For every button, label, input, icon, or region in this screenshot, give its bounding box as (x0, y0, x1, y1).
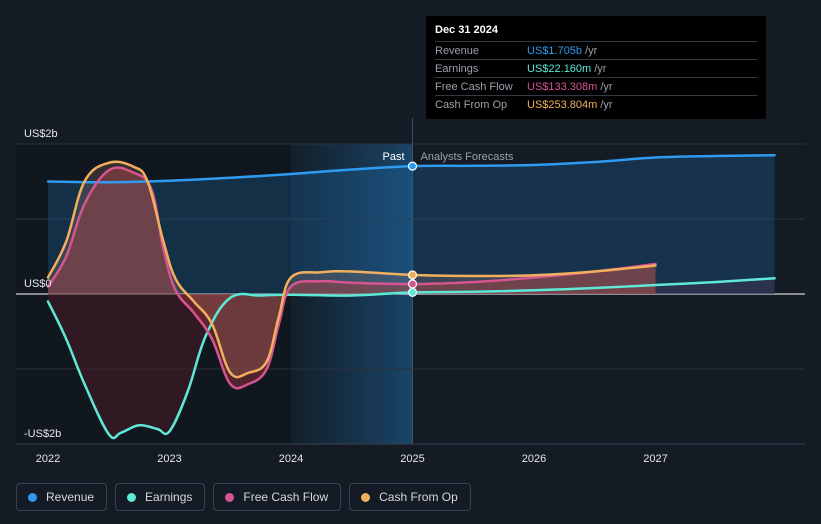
legend-item-revenue[interactable]: Revenue (16, 483, 108, 511)
tooltip-rows: Revenue US$1.705b/yr Earnings US$22.160m/yr… (435, 41, 757, 113)
legend-dot-icon (127, 492, 137, 502)
line-earnings (46, 277, 776, 440)
legend-label: Free Cash Flow (243, 490, 329, 504)
x-tick-label: 2027 (643, 453, 667, 465)
legend-label: Revenue (46, 490, 95, 504)
tooltip-row-unit: /yr (600, 98, 613, 111)
legend-dot-icon (361, 492, 371, 502)
line-free-cash-flow (46, 166, 657, 390)
area-revenue (48, 155, 775, 294)
tooltip-row-value: US$1.705b (527, 44, 583, 57)
tooltip-row-free-cash-flow: Free Cash Flow US$133.308m/yr (435, 77, 757, 95)
tooltip-row-label: Revenue (435, 44, 480, 57)
y-tick-label: US$2b (24, 128, 58, 140)
legend-label: Cash From Op (379, 490, 458, 504)
tooltip-row-unit: /yr (585, 44, 598, 57)
tooltip-row-value: US$133.308m (527, 80, 598, 93)
tooltip-row-cash-from-op: Cash From Op US$253.804m/yr (435, 95, 757, 113)
x-tick-label: 2026 (522, 453, 546, 465)
earnings-area (48, 278, 775, 439)
x-tick-label: 2024 (279, 453, 303, 465)
tooltip-row-earnings: Earnings US$22.160m/yr (435, 59, 757, 77)
tooltip-date: Dec 31 2024 (435, 24, 498, 36)
legend-item-free-cash-flow[interactable]: Free Cash Flow (213, 483, 342, 511)
legend-item-cash-from-op[interactable]: Cash From Op (349, 483, 471, 511)
marker-cash-from-op (407, 270, 418, 280)
x-tick-label: 2025 (400, 453, 424, 465)
marker-free-cash-flow (407, 279, 418, 289)
forecast-label: Analysts Forecasts (421, 151, 514, 163)
marker-earnings (407, 287, 418, 297)
chart-legend: Revenue Earnings Free Cash Flow Cash From O… (16, 483, 471, 511)
data-tooltip: Dec 31 2024 Revenue US$1.705b/yr Earnings U… (426, 16, 766, 119)
tooltip-row-unit: /yr (594, 62, 607, 75)
tooltip-row-label: Free Cash Flow (435, 80, 513, 93)
legend-label: Earnings (145, 490, 193, 504)
line-cash-from-op (46, 160, 657, 379)
marker-revenue (407, 161, 418, 171)
x-tick-label: 2023 (157, 453, 181, 465)
legend-dot-icon (225, 492, 235, 502)
tooltip-row-value: US$253.804m (527, 98, 598, 111)
legend-item-earnings[interactable]: Earnings (115, 483, 206, 511)
y-tick-label: -US$2b (24, 428, 61, 440)
legend-dot-icon (28, 492, 37, 502)
tooltip-row-revenue: Revenue US$1.705b/yr (435, 41, 757, 59)
tooltip-row-label: Cash From Op (435, 98, 508, 111)
x-tick-label: 2022 (36, 453, 60, 465)
y-tick-label: US$0 (24, 278, 52, 290)
tooltip-row-label: Earnings (435, 62, 479, 75)
tooltip-row-value: US$22.160m (527, 62, 592, 75)
past-label: Past (383, 151, 405, 163)
tooltip-row-unit: /yr (600, 80, 613, 93)
